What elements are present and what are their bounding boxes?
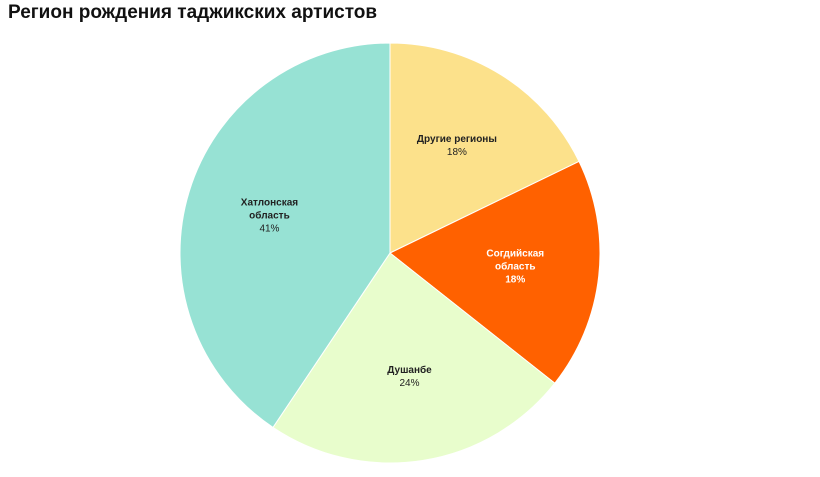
slice-name: Согдийская область <box>486 248 545 273</box>
pie-slice <box>179 42 391 429</box>
slice-label: Душанбе 24% <box>364 364 456 390</box>
slice-value: 24% <box>399 378 420 390</box>
pie-slice <box>389 42 580 254</box>
slice-value: 18% <box>505 274 526 286</box>
slice-name: Другие регионы <box>416 134 497 146</box>
pie-slice <box>389 160 601 384</box>
slice-name: Хатлонская область <box>240 197 299 222</box>
chart-title: Регион рождения таджикских артистов <box>8 2 378 23</box>
slice-label: Согдийская область 18% <box>469 247 561 286</box>
pie-slice <box>272 252 556 464</box>
slice-value: 18% <box>446 147 467 159</box>
slice-label: Другие регионы 18% <box>411 133 503 159</box>
slice-value: 41% <box>259 223 280 235</box>
slice-name: Душанбе <box>387 365 432 377</box>
slice-label: Хатлонская область 41% <box>223 197 315 236</box>
